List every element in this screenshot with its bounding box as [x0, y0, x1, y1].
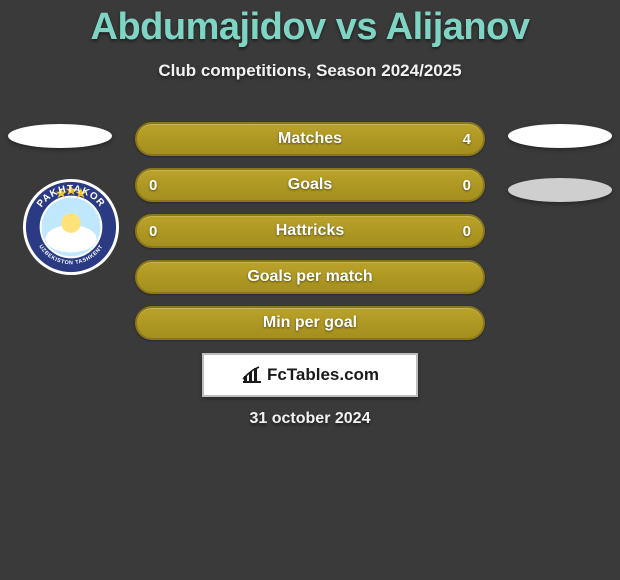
stat-row: Matches 4 [135, 122, 485, 156]
stat-row: 0 Goals 0 [135, 168, 485, 202]
club-crest: PAKHTAKOR UZBEKISTON TASHKENT [22, 178, 120, 276]
stat-value-right: 0 [463, 216, 471, 246]
stat-row: Goals per match [135, 260, 485, 294]
source-logo-box[interactable]: FcTables.com [202, 353, 418, 397]
season-subtitle: Club competitions, Season 2024/2025 [0, 61, 620, 81]
stat-value-right: 0 [463, 170, 471, 200]
stat-label: Goals [288, 176, 332, 194]
stat-label: Matches [278, 130, 342, 148]
source-logo: FcTables.com [241, 365, 379, 385]
stat-value-left: 0 [149, 170, 157, 200]
player-right-photo-placeholder-2 [508, 178, 612, 202]
stat-value-left: 0 [149, 216, 157, 246]
comparison-card: Abdumajidov vs Alijanov Club competition… [0, 0, 620, 580]
stat-row: 0 Hattricks 0 [135, 214, 485, 248]
source-logo-text: FcTables.com [267, 365, 379, 385]
stat-row: Min per goal [135, 306, 485, 340]
stat-value-right: 4 [463, 124, 471, 154]
page-title: Abdumajidov vs Alijanov [0, 0, 620, 49]
player-right-photo-placeholder-1 [508, 124, 612, 148]
player-left-photo-placeholder [8, 124, 112, 148]
chart-icon [241, 366, 263, 384]
stat-label: Goals per match [247, 268, 372, 286]
stat-label: Min per goal [263, 314, 357, 332]
stat-label: Hattricks [276, 222, 344, 240]
snapshot-date: 31 october 2024 [0, 410, 620, 428]
stat-rows: Matches 4 0 Goals 0 0 Hattricks 0 Goals per matc… [135, 122, 485, 352]
